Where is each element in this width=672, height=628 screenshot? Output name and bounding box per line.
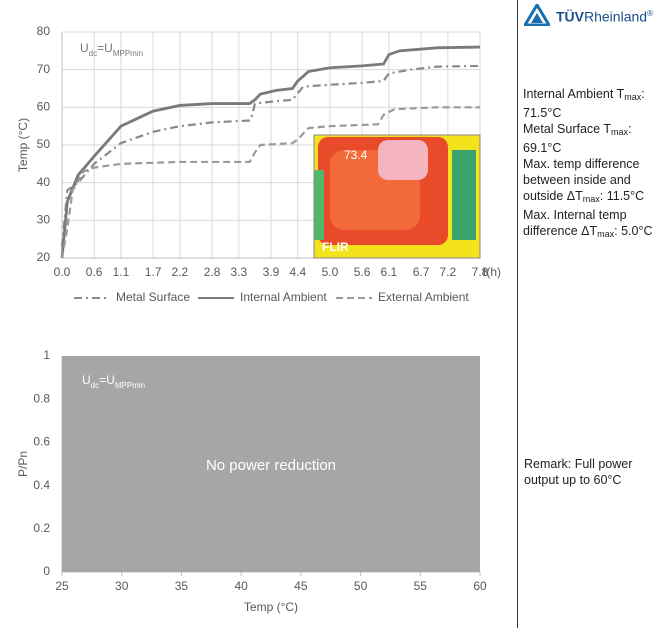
- legend-label: Internal Ambient: [240, 290, 327, 304]
- annotation: Udc=UMPPmin: [82, 373, 145, 389]
- annotation-part: =U: [99, 373, 115, 387]
- note-part: : 69.1°C: [523, 122, 632, 155]
- x-tick-label: 1.7: [145, 265, 162, 279]
- annotation-part: MPPmin: [115, 381, 145, 390]
- image-text: FLIR: [322, 240, 349, 254]
- legend-label: Metal Surface: [116, 290, 190, 304]
- x-tick-label: 50: [354, 579, 368, 593]
- annotation-part: =U: [97, 41, 113, 55]
- logo-part: ®: [647, 8, 653, 18]
- y-axis-label: Temp (°C): [16, 118, 30, 172]
- note-part: max: [624, 92, 642, 102]
- y-tick-label: 0: [43, 564, 50, 578]
- y-tick-label: 40: [37, 175, 51, 189]
- y-tick-label: 0.8: [33, 391, 50, 405]
- x-tick-label: 0.6: [86, 265, 103, 279]
- y-tick-label: 70: [37, 62, 51, 76]
- legend-label: External Ambient: [378, 290, 469, 304]
- center-text: No power reduction: [206, 457, 336, 474]
- annotation-part: dc: [89, 49, 97, 58]
- y-tick-label: 80: [37, 24, 51, 38]
- y-tick-label: 0.6: [33, 435, 50, 449]
- thermal-cool2: [314, 170, 324, 240]
- x-tick-label: 1.1: [113, 265, 130, 279]
- note-part: Max. Internal temp difference ΔT: [523, 208, 627, 238]
- y-tick-label: 20: [37, 250, 51, 264]
- x-tick-label: 6.1: [381, 265, 398, 279]
- thermal-cool: [452, 150, 476, 240]
- note-part: max: [597, 229, 615, 239]
- y-tick-label: 0.2: [33, 521, 50, 535]
- series-line: [60, 106, 480, 259]
- x-tick-label: 0.0: [54, 265, 71, 279]
- x-axis-label: t(h): [483, 265, 501, 279]
- note-part: Metal Surface T: [523, 122, 612, 136]
- notes: Internal Ambient Tmax: 71.5°C Metal Surfa…: [518, 86, 668, 242]
- side-panel: TÜVRheinland® Internal Ambient Tmax: 71.…: [517, 0, 672, 628]
- x-tick-label: 2.2: [172, 265, 189, 279]
- y-tick-label: 30: [37, 213, 51, 227]
- image-text: 73.4: [344, 148, 368, 162]
- note-part: max: [611, 127, 629, 137]
- annotation-part: U: [80, 41, 89, 55]
- x-tick-label: 4.4: [289, 265, 306, 279]
- y-tick-label: 0.4: [33, 478, 50, 492]
- x-tick-label: 7.2: [440, 265, 457, 279]
- note-part: Max. temp difference between inside and …: [523, 157, 640, 203]
- x-tick-label: 2.8: [204, 265, 221, 279]
- y-tick-label: 60: [37, 100, 51, 114]
- y-tick-label: 1: [43, 348, 50, 362]
- note-part: : 71.5°C: [523, 87, 645, 120]
- note: Max. temp difference between inside and …: [518, 156, 668, 207]
- note: Internal Ambient Tmax: 71.5°C: [518, 86, 668, 121]
- x-tick-label: 45: [294, 579, 308, 593]
- x-tick-label: 5.0: [322, 265, 339, 279]
- logo-part: TÜV: [556, 8, 584, 25]
- note-part: max: [582, 194, 600, 204]
- note-part: Internal Ambient T: [523, 87, 625, 101]
- thermal-image: 73.4 FLIR: [313, 134, 481, 259]
- annotation-part: dc: [91, 381, 99, 390]
- annotation-part: U: [82, 373, 91, 387]
- annotation: Udc=UMPPmin: [80, 41, 143, 57]
- series-line: [60, 64, 481, 247]
- x-tick-label: 3.9: [263, 265, 280, 279]
- x-tick-label: 60: [473, 579, 487, 593]
- charts: 20 30 40 50 60 70 80 0.0 0.6 1.1 1.7 2.2 2.8 3.3 3.9 4.…: [16, 24, 501, 614]
- logo-icon: [524, 4, 550, 26]
- x-tick-label: 25: [55, 579, 69, 593]
- y-tick-label: 50: [37, 137, 51, 151]
- note: Metal Surface Tmax: 69.1°C: [518, 121, 668, 156]
- note-part: : 11.5°C: [599, 189, 645, 203]
- thermal-frame: [313, 134, 481, 259]
- x-tick-label: 5.6: [354, 265, 371, 279]
- remark: Remark: Full power output up to 60°C: [524, 457, 633, 487]
- logo: TÜVRheinland®: [524, 4, 653, 26]
- x-tick-label: 40: [234, 579, 248, 593]
- thermal-core: [378, 140, 428, 180]
- area: [62, 356, 480, 572]
- x-tick-label: 7.8: [472, 265, 489, 279]
- x-tick-label: 30: [115, 579, 129, 593]
- logo-part: Rheinland: [584, 8, 648, 25]
- series-line: [60, 45, 481, 259]
- x-tick-label: 3.3: [231, 265, 248, 279]
- x-tick-label: 6.7: [413, 265, 430, 279]
- y-axis-label: P/Pn: [16, 451, 30, 477]
- note-part: : 5.0°C: [614, 224, 653, 238]
- x-tick-label: 55: [414, 579, 428, 593]
- x-tick-label: 35: [175, 579, 189, 593]
- annotation-part: MPPmin: [113, 49, 143, 58]
- note: Max. Internal temp difference ΔTmax: 5.0…: [518, 207, 668, 242]
- x-axis-label: Temp (°C): [244, 600, 298, 614]
- logo-text: TÜVRheinland®: [556, 6, 653, 25]
